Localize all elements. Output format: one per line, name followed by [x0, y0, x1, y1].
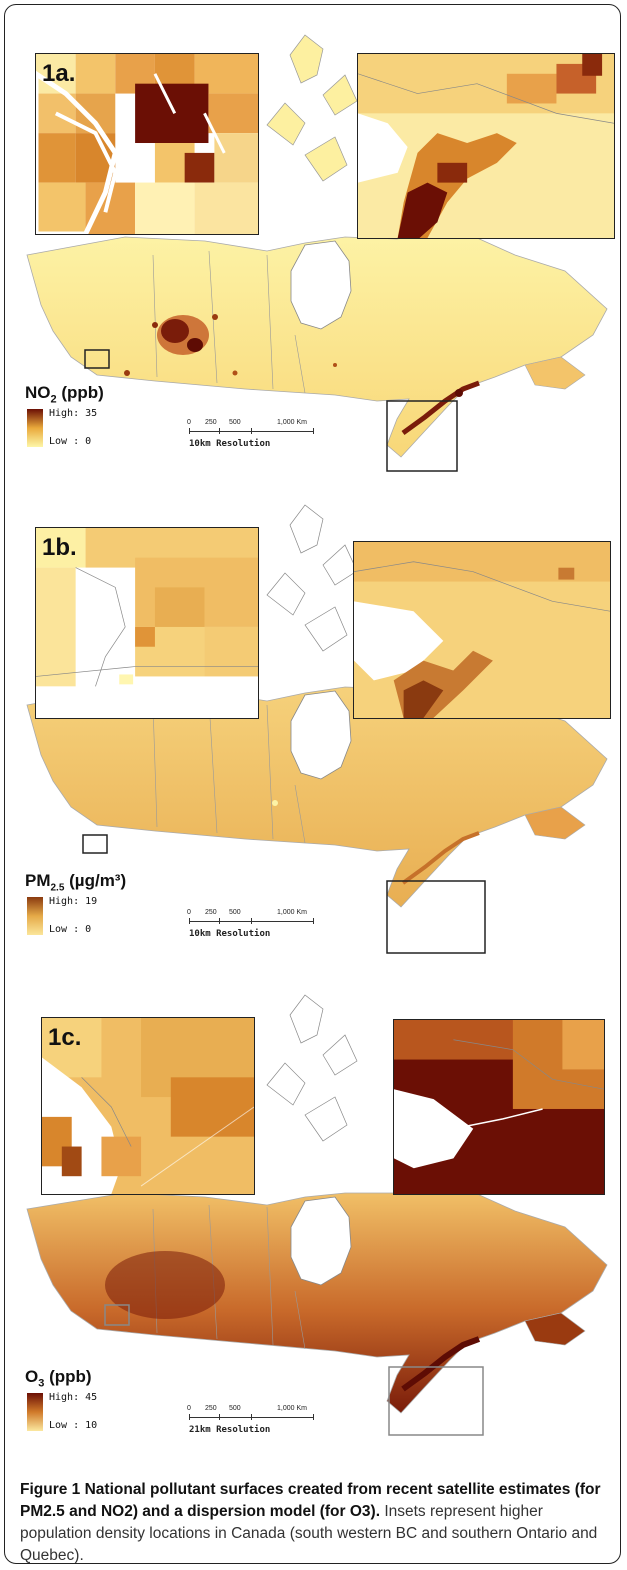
canada-map-no2	[26, 34, 608, 472]
scale-bar-no2: 0 250 500 1,000 Km 10km Resolution	[187, 419, 369, 451]
scale-tick-label: 0	[187, 909, 191, 916]
scale-resolution: 10km Resolution	[189, 929, 271, 939]
mainland-no2	[26, 230, 608, 458]
scale-tick-label: 500	[229, 909, 241, 916]
canada-map-o3	[26, 994, 608, 1436]
legend-low-label: Low : 10	[49, 1420, 98, 1431]
scale-tick-label: 250	[205, 909, 217, 916]
legend-o3: O3 (ppb) High: 45 Low : 10	[25, 1367, 225, 1437]
scale-tick-label: 500	[229, 1405, 241, 1412]
scale-bar-o3: 0 250 500 1,000 Km 21km Resolution	[187, 1405, 369, 1437]
alberta-hotspot-no2	[152, 314, 218, 355]
scale-tick-label: 1,000 Km	[277, 419, 307, 426]
panel-pm25: 1b. PM2.5 (µg/m³) High: 19 Low : 0	[5, 485, 620, 965]
hudson-bay-o3	[290, 1196, 352, 1286]
scale-bar-pm25: 0 250 500 1,000 Km 10km Resolution	[187, 909, 369, 941]
scale-tick-label: 0	[187, 419, 191, 426]
scale-tick-label: 0	[187, 1405, 191, 1412]
figure-caption: Figure 1 National pollutant surfaces cre…	[20, 1479, 612, 1564]
legend-color-ramp-o3	[27, 1393, 43, 1431]
panel-label-1a: 1a.	[42, 60, 76, 87]
legend-high-label: High: 45	[49, 1392, 98, 1403]
legend-low-label: Low : 0	[49, 436, 92, 447]
legend-high-label: High: 35	[49, 408, 98, 419]
hudson-bay-no2	[290, 240, 352, 330]
caption-title: Figure 1 National pollutant surfaces cre…	[20, 1481, 601, 1520]
legend-no2: NO2 (ppb) High: 35 Low : 0	[25, 383, 225, 453]
figure-frame: 1a. NO2 (ppb)	[4, 4, 621, 1564]
locator-box-ontario-no2	[386, 400, 458, 472]
inset-bc-no2: 1a.	[35, 53, 259, 235]
legend-pm25: PM2.5 (µg/m³) High: 19 Low : 0	[25, 871, 225, 941]
panel-o3: 1c. O3 (ppb) High: 45 Low : 10	[5, 965, 620, 1475]
scale-tick-label: 1,000 Km	[277, 909, 307, 916]
inset-bc-pm25: 1b.	[35, 527, 259, 719]
caption-body: Insets represent higher population densi…	[20, 1503, 598, 1564]
scale-resolution: 10km Resolution	[189, 439, 271, 449]
legend-color-ramp-no2	[27, 409, 43, 447]
locator-box-ontario-o3	[388, 1366, 484, 1436]
locator-box-bc-no2	[84, 349, 110, 369]
panel-label-1b: 1b.	[42, 534, 77, 561]
scale-tick-label: 1,000 Km	[277, 1405, 307, 1412]
legend-color-ramp-pm25	[27, 897, 43, 935]
scale-resolution: 21km Resolution	[189, 1425, 271, 1435]
locator-box-bc-pm25	[82, 834, 108, 854]
inset-ontario-no2	[357, 53, 615, 239]
legend-title-o3: O3 (ppb)	[25, 1367, 92, 1390]
locator-box-ontario-pm25	[386, 880, 486, 954]
legend-title-pm25: PM2.5 (µg/m³)	[25, 871, 127, 894]
legend-low-label: Low : 0	[49, 924, 92, 935]
locator-box-bc-o3	[104, 1304, 130, 1326]
mainland-o3	[26, 1186, 608, 1414]
inset-ontario-o3	[393, 1019, 605, 1195]
inset-bc-o3: 1c.	[41, 1017, 255, 1195]
scale-tick-label: 500	[229, 419, 241, 426]
panel-label-1c: 1c.	[48, 1024, 82, 1051]
panel-no2: 1a. NO2 (ppb)	[5, 5, 620, 485]
inset-ontario-pm25	[353, 541, 611, 719]
legend-title-no2: NO2 (ppb)	[25, 383, 104, 406]
hudson-bay-pm25	[290, 690, 352, 780]
scale-tick-label: 250	[205, 419, 217, 426]
legend-high-label: High: 19	[49, 896, 98, 907]
scale-tick-label: 250	[205, 1405, 217, 1412]
